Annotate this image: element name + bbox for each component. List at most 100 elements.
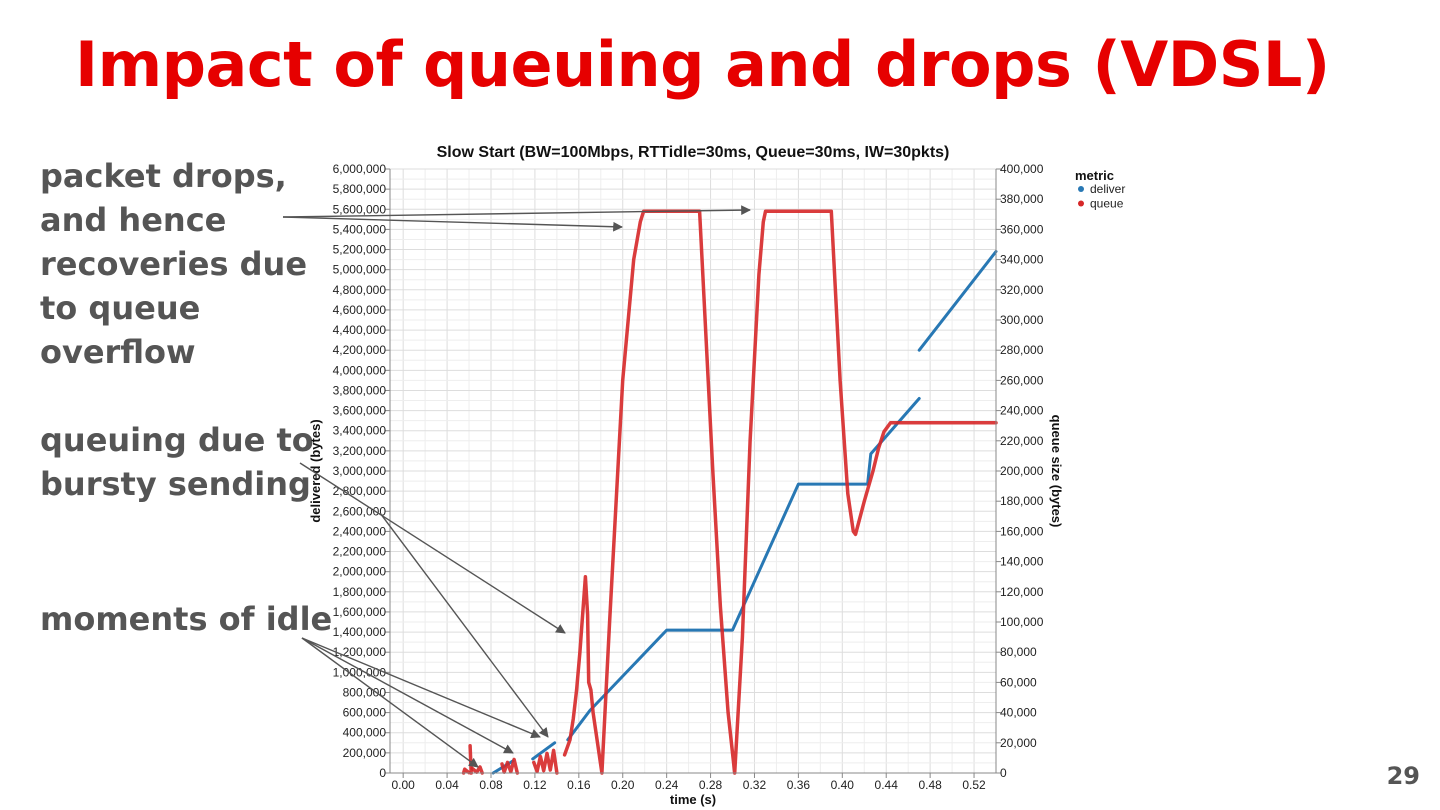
y-tick-label: 4,400,000 xyxy=(333,323,387,337)
y-tick-label: 3,400,000 xyxy=(333,424,387,438)
slide-title: Impact of queuing and drops (VDSL) xyxy=(75,28,1330,101)
annotation-arrow-packet-drops xyxy=(282,216,623,232)
x-tick-label: 0.48 xyxy=(918,778,942,792)
y-tick-label: 4,200,000 xyxy=(333,343,387,357)
series-line-queue xyxy=(532,748,559,775)
y-tick-label: 200,000 xyxy=(343,746,387,760)
annotation-idle: moments of idle xyxy=(40,597,332,641)
y-tick-label: 2,800,000 xyxy=(333,484,387,498)
series-line-deliver xyxy=(531,741,557,761)
x-tick-label: 0.40 xyxy=(831,778,855,792)
chart-title: Slow Start (BW=100Mbps, RTTidle=30ms, Qu… xyxy=(437,144,950,161)
y-tick-label: 5,000,000 xyxy=(333,263,387,277)
annotation-line: and hence xyxy=(40,201,227,239)
y2-tick-label: 380,000 xyxy=(1000,192,1044,206)
y-tick-label: 2,000,000 xyxy=(333,565,387,579)
annotation-line: bursty sending xyxy=(40,465,311,503)
series-line-deliver xyxy=(566,397,921,742)
annotation-arrow-idle xyxy=(301,637,541,739)
y2-tick-label: 300,000 xyxy=(1000,313,1044,327)
annotation-arrow-packet-drops xyxy=(282,205,751,218)
x-tick-label: 0.00 xyxy=(391,778,415,792)
x-tick-label: 0.20 xyxy=(611,778,635,792)
y2-tick-label: 260,000 xyxy=(1000,373,1044,387)
series-line-queue xyxy=(470,765,484,775)
y2-tick-label: 20,000 xyxy=(1000,736,1037,750)
y-tick-label: 1,800,000 xyxy=(333,585,387,599)
legend-title: metric xyxy=(1075,168,1114,183)
x-tick-label: 0.52 xyxy=(962,778,986,792)
y-tick-label: 5,800,000 xyxy=(333,182,387,196)
annotation-line: overflow xyxy=(40,333,196,371)
y2-tick-label: 140,000 xyxy=(1000,555,1044,569)
annotation-bursty-sending: queuing due to bursty sending xyxy=(40,418,314,506)
x-tick-label: 0.04 xyxy=(435,778,459,792)
annotation-arrow-idle xyxy=(301,637,514,754)
y-tick-label: 3,600,000 xyxy=(333,404,387,418)
series-line-queue xyxy=(461,767,471,775)
y-tick-label: 2,400,000 xyxy=(333,524,387,538)
y-tick-label: 2,600,000 xyxy=(333,504,387,518)
legend-swatch-deliver xyxy=(1078,186,1084,192)
legend-label-deliver: deliver xyxy=(1090,182,1125,196)
x-tick-label: 0.16 xyxy=(567,778,591,792)
annotation-arrow-idle xyxy=(301,637,479,768)
y-tick-label: 5,400,000 xyxy=(333,222,387,236)
annotation-line: moments of idle xyxy=(40,600,333,638)
y-tick-label: 4,000,000 xyxy=(333,363,387,377)
annotation-arrow-bursty-sending xyxy=(379,512,549,738)
y-tick-label: 4,800,000 xyxy=(333,283,387,297)
y-tick-label: 5,200,000 xyxy=(333,243,387,257)
y-tick-label: 4,600,000 xyxy=(333,303,387,317)
y-tick-label: 1,000,000 xyxy=(333,665,387,679)
y2-tick-label: 340,000 xyxy=(1000,253,1044,267)
y-tick-label: 3,800,000 xyxy=(333,383,387,397)
y-tick-label: 400,000 xyxy=(343,726,387,740)
annotation-line: packet drops, xyxy=(40,157,287,195)
annotation-line: to queue xyxy=(40,289,201,327)
annotation-packet-drops: packet drops, and hence recoveries due t… xyxy=(40,154,307,374)
annotation-arrow-bursty-sending xyxy=(299,462,566,634)
series-line-queue xyxy=(562,209,998,775)
y2-tick-label: 100,000 xyxy=(1000,615,1044,629)
y-tick-label: 6,000,000 xyxy=(333,162,387,176)
y2-tick-label: 180,000 xyxy=(1000,494,1044,508)
y-axis-label: delivered (bytes) xyxy=(308,419,323,522)
series-line-deliver xyxy=(917,250,998,352)
y2-tick-label: 320,000 xyxy=(1000,283,1044,297)
page-number: 29 xyxy=(1386,762,1420,790)
x-tick-label: 0.12 xyxy=(523,778,547,792)
y2-tick-label: 80,000 xyxy=(1000,645,1037,659)
x-tick-label: 0.28 xyxy=(699,778,723,792)
x-tick-label: 0.44 xyxy=(875,778,899,792)
y-tick-label: 0 xyxy=(379,766,386,780)
y2-tick-label: 120,000 xyxy=(1000,585,1044,599)
annotation-line: recoveries due xyxy=(40,245,308,283)
x-tick-label: 0.24 xyxy=(655,778,679,792)
y2-tick-label: 220,000 xyxy=(1000,434,1044,448)
y2-tick-label: 280,000 xyxy=(1000,343,1044,357)
legend-label-queue: queue xyxy=(1090,197,1124,211)
y-tick-label: 5,600,000 xyxy=(333,202,387,216)
x-tick-label: 0.08 xyxy=(479,778,503,792)
y2-tick-label: 200,000 xyxy=(1000,464,1044,478)
legend-swatch-queue xyxy=(1078,200,1084,207)
y-tick-label: 600,000 xyxy=(343,706,387,720)
y2-tick-label: 40,000 xyxy=(1000,706,1037,720)
y2-tick-label: 400,000 xyxy=(1000,162,1044,176)
y2-tick-label: 0 xyxy=(1000,766,1007,780)
y2-tick-label: 60,000 xyxy=(1000,675,1037,689)
y-tick-label: 800,000 xyxy=(343,685,387,699)
y2-axis-label: queue size (bytes) xyxy=(1049,415,1064,528)
x-axis-label: time (s) xyxy=(670,792,716,807)
y-tick-label: 3,000,000 xyxy=(333,464,387,478)
y-tick-label: 1,400,000 xyxy=(333,625,387,639)
annotation-line: queuing due to xyxy=(40,421,314,459)
y2-tick-label: 160,000 xyxy=(1000,524,1044,538)
x-tick-label: 0.36 xyxy=(787,778,811,792)
y2-tick-label: 240,000 xyxy=(1000,404,1044,418)
series-line-queue xyxy=(500,757,520,775)
x-tick-label: 0.32 xyxy=(743,778,767,792)
y2-tick-label: 360,000 xyxy=(1000,222,1044,236)
